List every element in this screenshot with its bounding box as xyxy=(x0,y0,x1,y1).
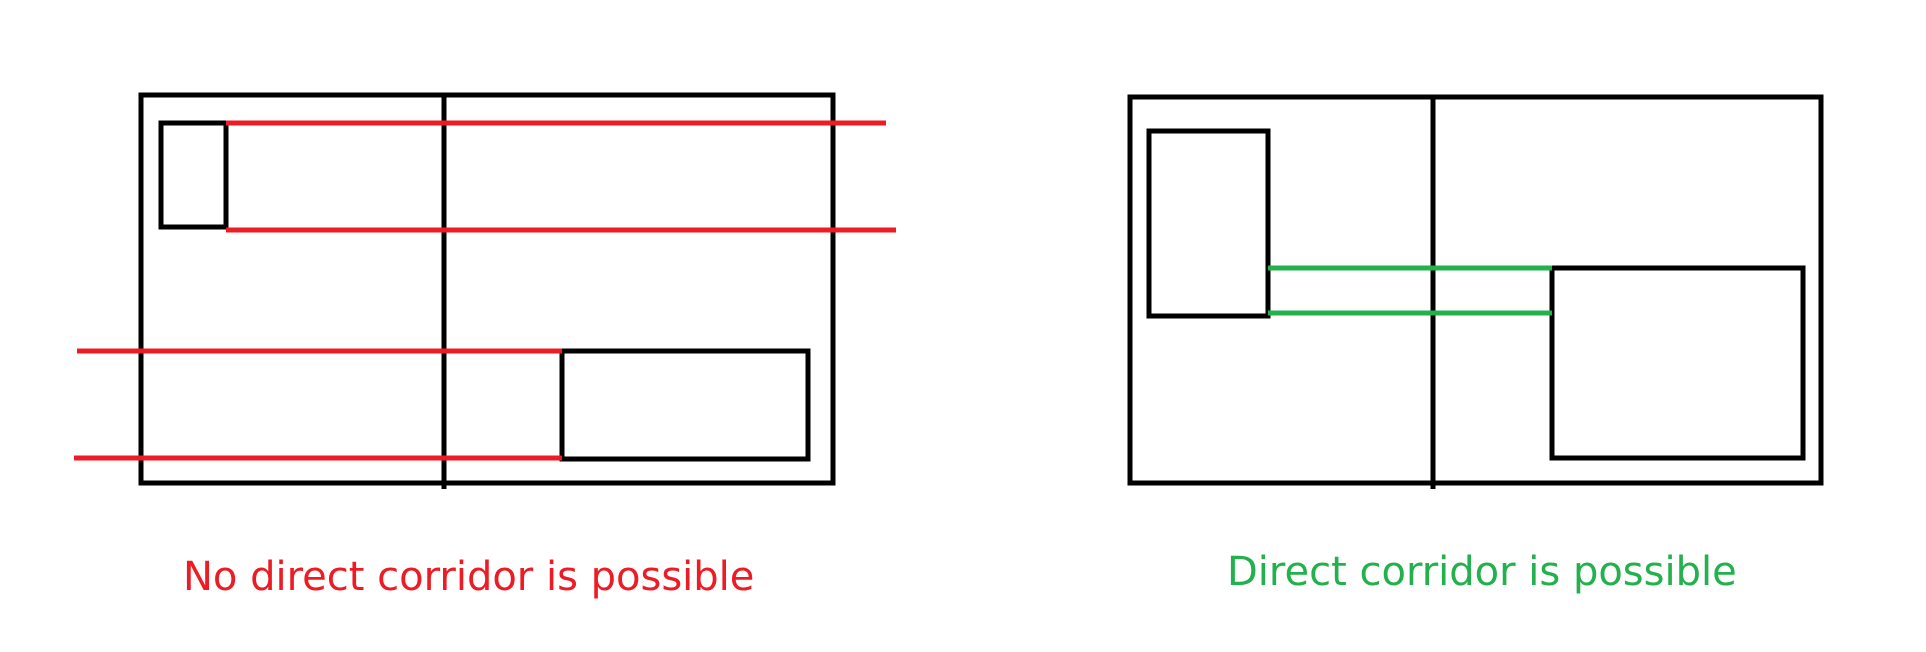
right-right-room xyxy=(1549,265,1806,461)
example-corridor xyxy=(1127,94,1824,489)
no-corridor-caption: No direct corridor is possible xyxy=(183,554,755,600)
right-outer-frame xyxy=(1127,94,1824,486)
left-bottom-room xyxy=(559,348,811,462)
right-left-room xyxy=(1146,128,1271,319)
example-no-corridor xyxy=(74,92,896,489)
left-top-room xyxy=(158,120,229,230)
corridor-caption: Direct corridor is possible xyxy=(1227,549,1737,595)
left-outer-frame xyxy=(138,92,836,486)
